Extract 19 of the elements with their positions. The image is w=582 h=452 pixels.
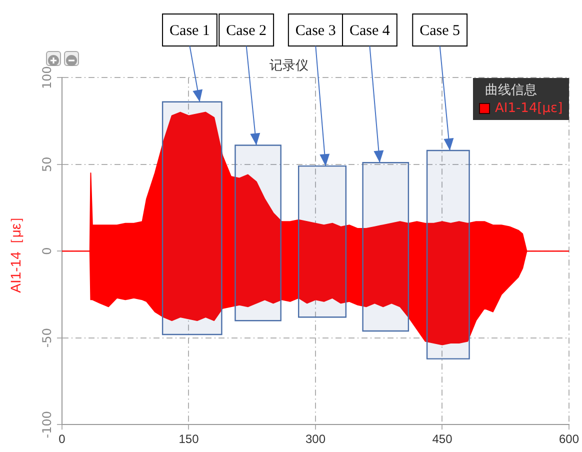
annotation: Case 1 bbox=[170, 22, 210, 39]
chart-title: 记录仪 bbox=[270, 57, 308, 72]
x-tick-label: 300 bbox=[305, 432, 326, 446]
annotation: Case 4 bbox=[350, 22, 390, 39]
annotation: Case 5 bbox=[420, 22, 460, 39]
legend-label: AI1-14[με] bbox=[494, 100, 563, 116]
x-tick-label: 150 bbox=[178, 432, 200, 446]
x-tick-label: 0 bbox=[58, 432, 66, 446]
annotation: Case 3 bbox=[295, 22, 336, 39]
annotation: Case 2 bbox=[226, 22, 267, 39]
y-tick-label: -50 bbox=[40, 328, 54, 348]
y-axis-title: AI1-14［με］ bbox=[7, 209, 24, 293]
y-tick-label: 50 bbox=[40, 156, 54, 172]
y-tick-label: 100 bbox=[40, 66, 54, 90]
x-tick-label: 600 bbox=[558, 432, 580, 446]
x-tick-label: 450 bbox=[432, 432, 453, 446]
y-tick-label: -100 bbox=[40, 410, 54, 438]
y-tick-label: 0 bbox=[40, 247, 54, 255]
legend-title: 曲线信息 bbox=[484, 82, 538, 99]
